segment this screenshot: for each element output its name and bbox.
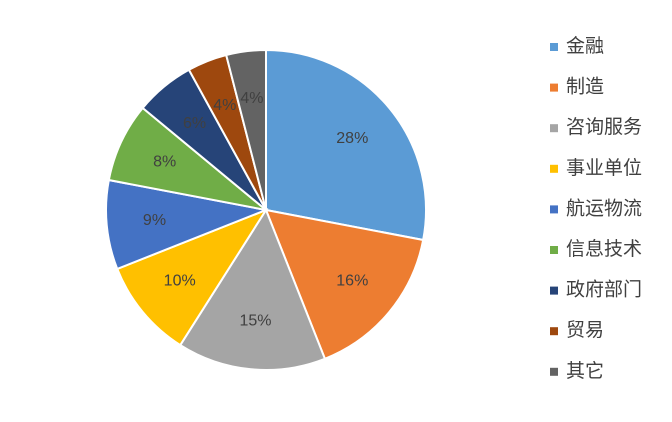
legend-swatch — [550, 124, 558, 133]
data-label: 4% — [240, 90, 263, 107]
legend-label: 信息技术 — [566, 238, 642, 260]
legend-swatch — [550, 164, 558, 173]
pie-slice — [265, 48, 427, 242]
legend-label: 贸易 — [566, 319, 604, 341]
legend-label: 咨询服务 — [566, 116, 642, 138]
legend-label: 航运物流 — [566, 197, 642, 219]
legend-label: 事业单位 — [566, 157, 642, 179]
legend-swatch — [550, 43, 558, 51]
pie-slice — [105, 178, 270, 271]
legend-swatch — [550, 327, 558, 336]
pie-slice — [264, 208, 425, 361]
legend-swatch — [550, 367, 558, 376]
legend-label: 制造 — [566, 76, 604, 98]
legend-swatch — [550, 205, 558, 214]
legend-swatch — [550, 246, 558, 254]
legend-label: 其它 — [566, 360, 604, 382]
data-label: 10% — [164, 273, 196, 290]
data-label: 6% — [183, 115, 206, 132]
legend-label: 金融 — [566, 35, 604, 57]
data-label: 4% — [213, 97, 236, 114]
data-label: 15% — [239, 313, 271, 330]
legend-swatch — [550, 286, 558, 295]
legend-label: 政府部门 — [566, 279, 642, 301]
data-label: 8% — [153, 154, 176, 171]
data-label: 28% — [336, 130, 368, 147]
data-label: 9% — [143, 212, 166, 229]
pie-slice — [224, 48, 267, 211]
pie-slice — [115, 207, 269, 347]
pie-slice — [178, 207, 327, 371]
data-label: 16% — [336, 273, 368, 290]
legend-swatch — [550, 83, 558, 92]
